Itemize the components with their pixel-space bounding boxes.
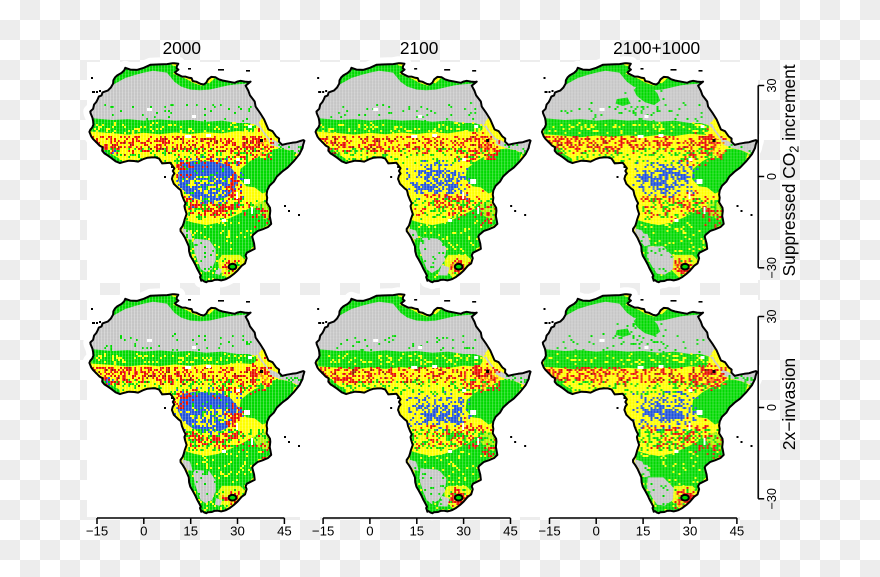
svg-text:0: 0	[765, 173, 779, 180]
svg-text:15: 15	[183, 524, 198, 539]
svg-text:30: 30	[230, 524, 245, 539]
svg-text:−15: −15	[86, 524, 108, 539]
svg-text:30: 30	[456, 524, 471, 539]
svg-text:−30: −30	[765, 488, 779, 509]
svg-text:−15: −15	[538, 524, 560, 539]
svg-text:0: 0	[593, 524, 600, 539]
svg-text:15: 15	[409, 524, 424, 539]
svg-text:−30: −30	[765, 257, 779, 278]
svg-text:30: 30	[683, 524, 698, 539]
svg-text:2100: 2100	[400, 38, 438, 58]
svg-text:0: 0	[366, 524, 373, 539]
svg-text:2x−invasion: 2x−invasion	[779, 358, 799, 450]
svg-text:30: 30	[765, 309, 779, 323]
svg-text:Suppressed CO2 increment: Suppressed CO2 increment	[779, 64, 802, 276]
svg-text:0: 0	[140, 524, 147, 539]
svg-text:30: 30	[765, 78, 779, 92]
svg-text:15: 15	[636, 524, 651, 539]
svg-text:45: 45	[277, 524, 292, 539]
svg-text:2100+1000: 2100+1000	[613, 38, 700, 58]
svg-text:45: 45	[503, 524, 518, 539]
svg-text:2000: 2000	[163, 38, 201, 58]
svg-text:45: 45	[730, 524, 745, 539]
svg-text:−15: −15	[312, 524, 334, 539]
svg-text:0: 0	[765, 404, 779, 411]
